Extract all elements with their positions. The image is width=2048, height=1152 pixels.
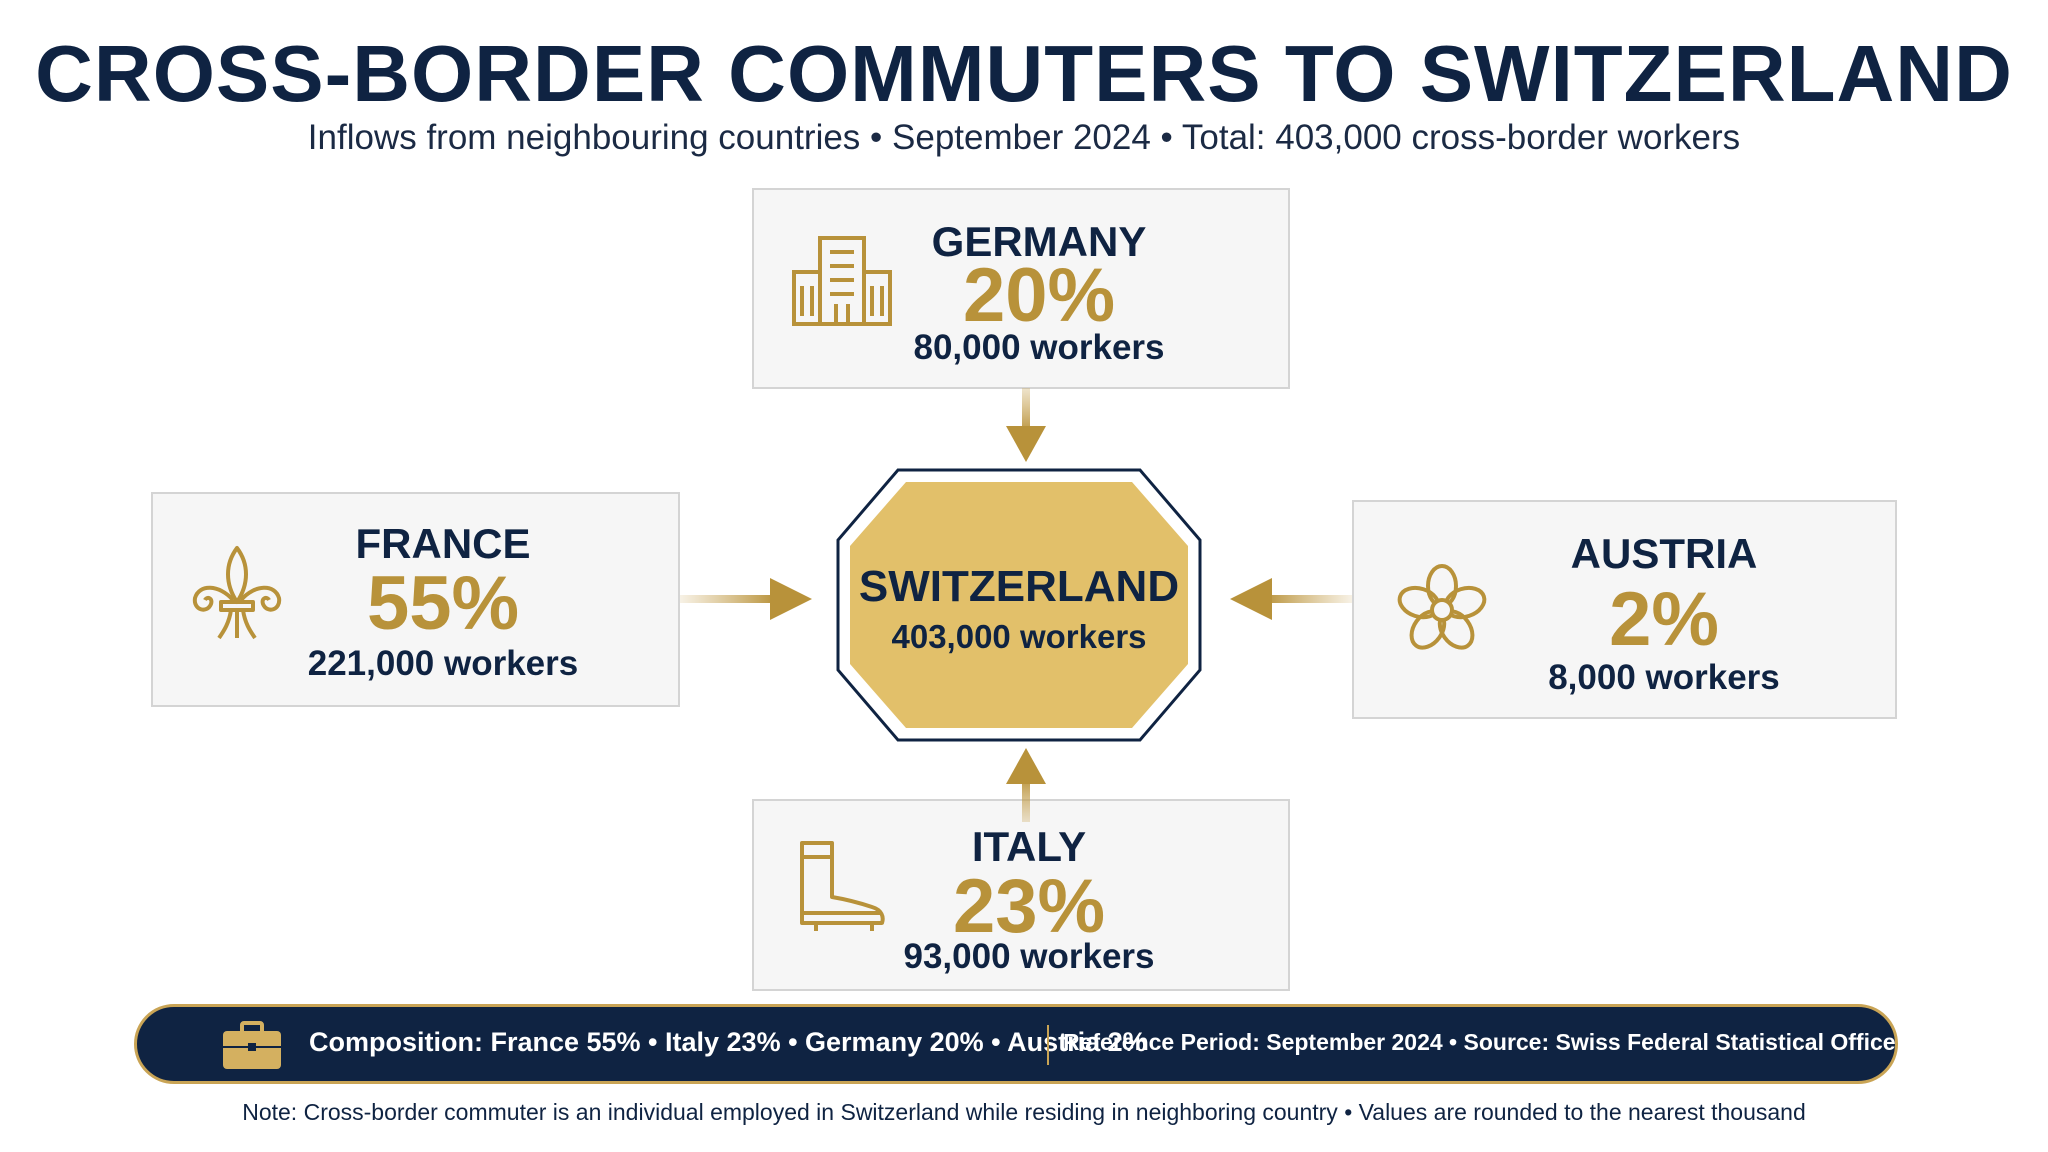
country-name: ITALY	[971, 823, 1087, 870]
arrow-austria-to-switzerland	[1230, 578, 1352, 620]
country-percentage: 55%	[366, 561, 520, 646]
arrow-germany-to-switzerland	[1006, 388, 1046, 462]
composition-bar: Composition: France 55% • Italy 23% • Ge…	[134, 1004, 1963, 1084]
hub-name: SWITZERLAND	[858, 562, 1180, 611]
boot-icon	[794, 839, 890, 940]
country-card-austria: AUSTRIA 2% 8,000 workers	[1352, 500, 1897, 719]
country-workers: 80,000 workers	[913, 328, 1165, 367]
page-subtitle: Inflows from neighbouring countries • Se…	[307, 118, 1741, 157]
building-icon	[790, 232, 894, 333]
switzerland-hub-octagon	[836, 468, 1202, 742]
country-workers: 221,000 workers	[307, 644, 579, 683]
footnote: Note: Cross-border commuter is an indivi…	[242, 1099, 1806, 1125]
briefcase-icon	[221, 1021, 283, 1076]
composition-text: Composition: France 55% • Italy 23% • Ge…	[309, 1027, 1147, 1057]
country-workers: 8,000 workers	[1548, 658, 1780, 697]
arrow-italy-to-switzerland	[1006, 748, 1046, 822]
country-card-italy: ITALY 23% 93,000 workers	[752, 799, 1290, 991]
reference-text: Reference Period: September 2024 • Sourc…	[1063, 1029, 1964, 1055]
country-percentage: 23%	[952, 864, 1106, 949]
country-workers: 93,000 workers	[903, 937, 1155, 976]
country-card-france: FRANCE 55% 221,000 workers	[151, 492, 680, 707]
page-title: CROSS-BORDER COMMUTERS TO SWITZERLAND	[35, 29, 2013, 118]
edelweiss-flower-icon	[1392, 558, 1492, 663]
country-card-germany: GERMANY 20% 80,000 workers	[752, 188, 1290, 389]
country-name: AUSTRIA	[1570, 530, 1758, 577]
arrow-france-to-switzerland	[680, 578, 812, 620]
country-percentage: 2%	[1609, 577, 1719, 662]
country-name: GERMANY	[931, 218, 1147, 265]
country-name: FRANCE	[355, 520, 531, 567]
hub-workers: 403,000 workers	[891, 618, 1147, 655]
country-percentage: 20%	[962, 253, 1116, 338]
bar-divider	[1047, 1025, 1049, 1065]
fleur-de-lis-icon	[189, 544, 285, 649]
